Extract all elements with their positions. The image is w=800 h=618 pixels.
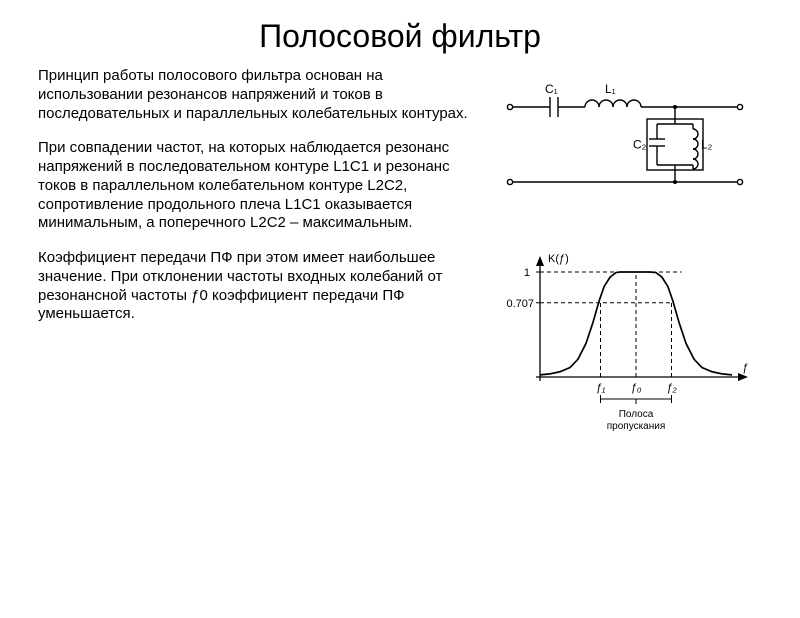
svg-text:L₂: L₂ [701,138,713,152]
page-title: Полосовой фильтр [0,18,800,55]
paragraph-3: Коэффициент передачи ПФ при этом имеет н… [38,249,478,324]
paragraph-2: При совпадении частот, на которых наблюд… [38,139,478,233]
svg-text:ƒ₀: ƒ₀ [631,382,642,394]
svg-text:ƒ₂: ƒ₂ [666,382,677,394]
svg-text:1: 1 [524,267,530,279]
svg-text:ƒ₁: ƒ₁ [596,382,606,394]
response-chart: K(ƒ) ƒ 1 0.707 ƒ₁ ƒ₀ ƒ₂ Полосапропускания [500,247,750,432]
content-row: Принцип работы полосового фильтра основа… [0,67,800,432]
paragraph-1: Принцип работы полосового фильтра основа… [38,67,478,123]
svg-text:L₁: L₁ [605,82,616,96]
svg-text:C₁: C₁ [545,82,558,96]
figure-column: C₁ L₁ C₂ L₂ K(ƒ) ƒ 1 0.707 ƒ₁ ƒ₀ ƒ₂ Полосапропуска… [478,67,772,432]
svg-text:0.707: 0.707 [506,298,534,310]
svg-text:Полоса: Полоса [619,409,654,420]
svg-text:C₂: C₂ [633,138,647,152]
svg-text:пропускания: пропускания [607,421,666,432]
text-column: Принцип работы полосового фильтра основа… [38,67,478,432]
circuit-diagram: C₁ L₁ C₂ L₂ [495,77,755,207]
svg-text:K(ƒ): K(ƒ) [548,253,569,265]
svg-text:ƒ: ƒ [742,362,748,374]
